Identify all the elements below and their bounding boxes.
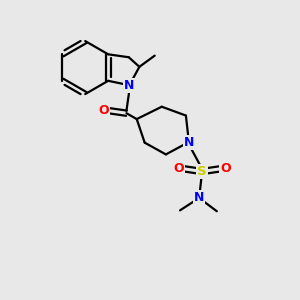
Text: O: O xyxy=(173,162,184,175)
Text: N: N xyxy=(124,79,135,92)
Text: N: N xyxy=(184,136,194,148)
Text: S: S xyxy=(197,165,207,178)
Text: O: O xyxy=(220,162,231,175)
Text: N: N xyxy=(194,191,204,205)
Text: O: O xyxy=(98,104,109,117)
